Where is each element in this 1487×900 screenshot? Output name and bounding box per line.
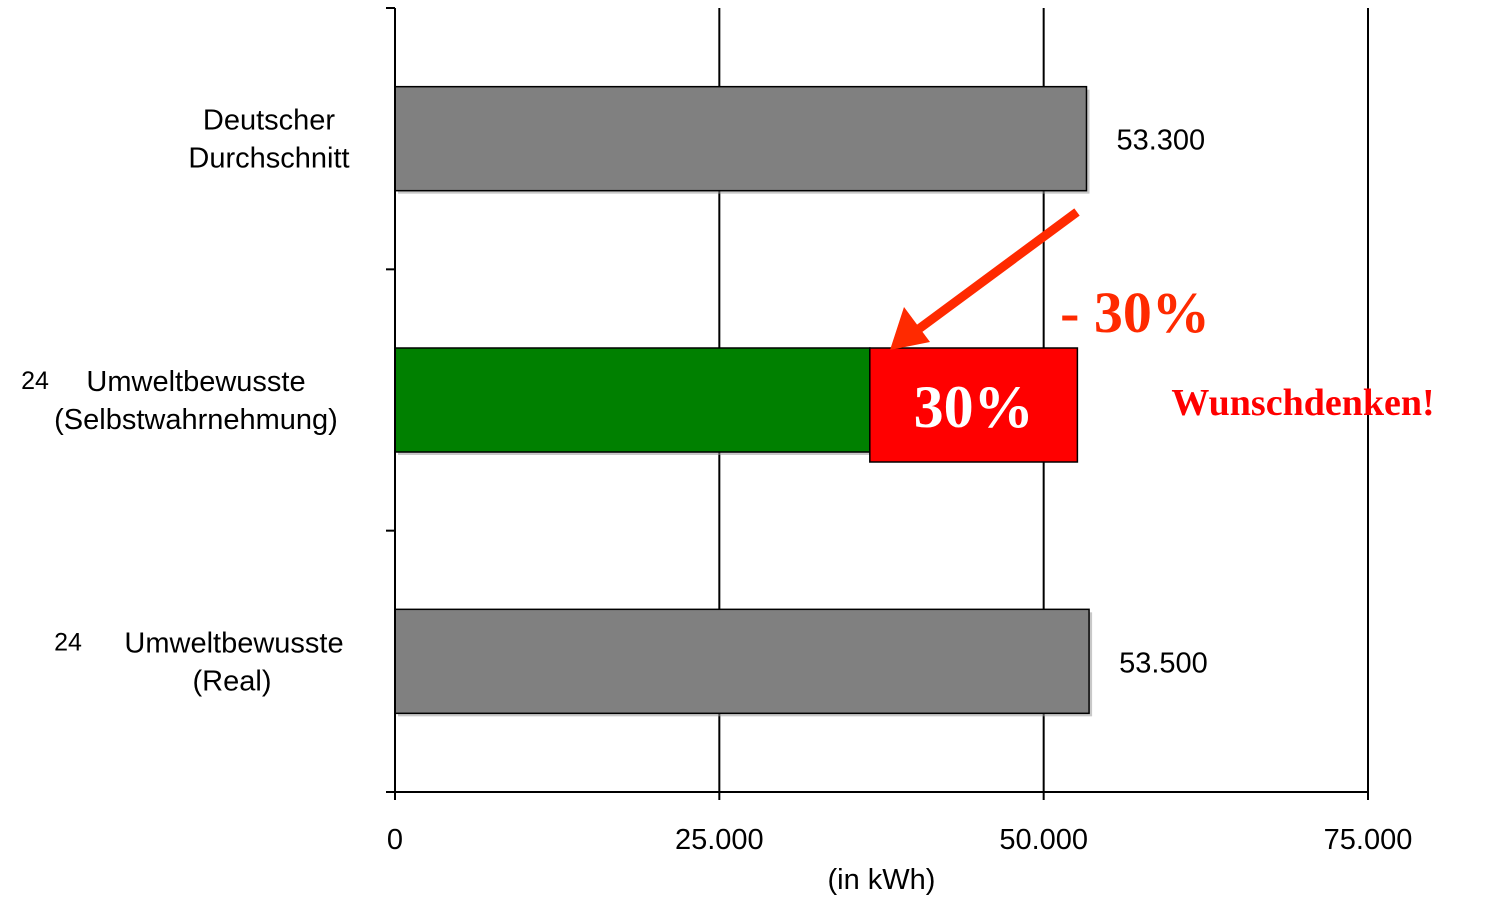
x-tick-label-0: 0 xyxy=(387,824,403,856)
bar-1 xyxy=(394,347,871,453)
category-superscript-2: 24 xyxy=(54,628,82,656)
category-label-0-line-0: Deutscher xyxy=(203,105,336,137)
axes xyxy=(386,7,1369,800)
category-superscript-1: 24 xyxy=(21,367,49,395)
bar-0 xyxy=(394,85,1088,192)
arrow-head xyxy=(890,307,930,350)
x-axis-label: (in kWh) xyxy=(828,864,936,896)
x-tick-label-1: 25.000 xyxy=(675,824,764,856)
bar-2 xyxy=(394,608,1090,715)
labels: 53.300 30% 53.500 0 25.000 50.000 75.000 (in kW… xyxy=(21,105,1412,896)
arrow-shaft xyxy=(913,208,1080,335)
category-label-2-line-0: Umweltbewusste xyxy=(124,627,343,659)
annotations: - 30% Wunschdenken! xyxy=(890,208,1435,424)
category-label-2-line-1: (Real) xyxy=(193,665,272,697)
stacked-segment-label: 30% xyxy=(914,374,1034,440)
reduction-annotation: - 30% xyxy=(1060,280,1210,345)
category-label-0-line-1: Durchschnitt xyxy=(188,143,349,175)
category-label-1-line-0: Umweltbewusste xyxy=(86,366,305,398)
bars xyxy=(394,85,1093,717)
stacked-segment xyxy=(869,347,1079,463)
value-label-2: 53.500 xyxy=(1119,647,1208,679)
wunschdenken-annotation: Wunschdenken! xyxy=(1171,382,1434,424)
category-label-1-line-1: (Selbstwahrnehmung) xyxy=(54,404,338,436)
x-tick-label-3: 75.000 xyxy=(1324,824,1413,856)
value-label-0: 53.300 xyxy=(1116,125,1205,157)
x-tick-label-2: 50.000 xyxy=(999,824,1088,856)
